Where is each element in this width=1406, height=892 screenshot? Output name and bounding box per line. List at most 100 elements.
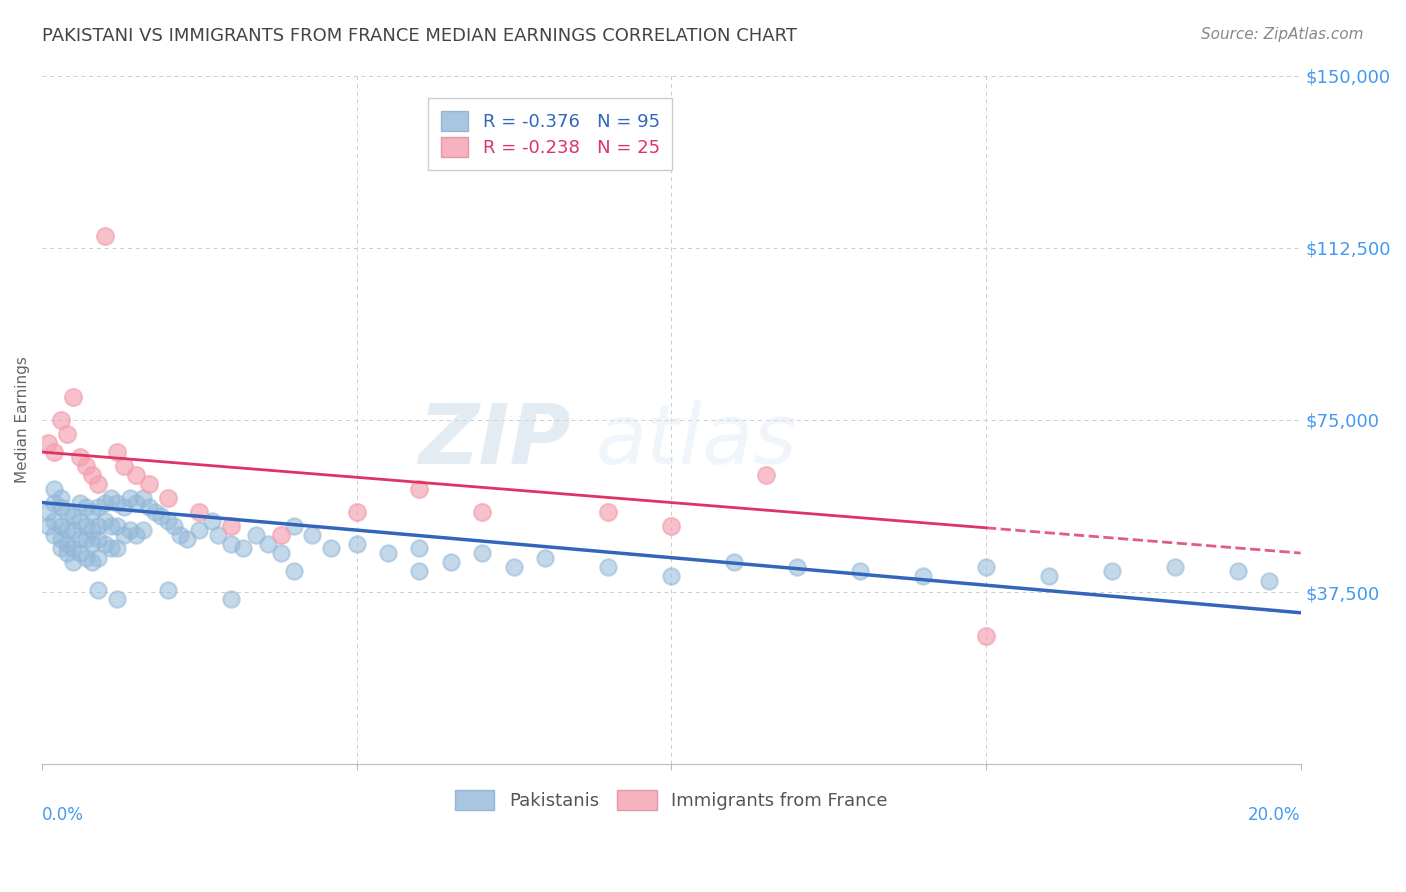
Point (49, 491, 72, 505)
Point (156, 491, 179, 505)
Point (257, 537, 280, 551)
Point (188, 505, 211, 519)
Point (125, 527, 148, 541)
Point (105, 495, 128, 509)
Point (849, 565, 872, 579)
Point (105, 591, 128, 606)
Point (44, 527, 66, 541)
Point (974, 559, 997, 574)
Point (201, 514, 224, 528)
Point (471, 505, 494, 519)
Point (1038, 569, 1060, 583)
Point (440, 555, 463, 569)
Point (87, 582, 110, 597)
Point (131, 523, 153, 537)
Point (232, 541, 254, 556)
Point (87, 533, 110, 547)
Point (82, 505, 104, 519)
Point (94, 514, 117, 528)
Point (49, 500, 72, 515)
Point (270, 527, 292, 541)
Point (87, 500, 110, 515)
Point (346, 505, 368, 519)
Point (598, 559, 620, 574)
Point (755, 468, 778, 483)
Point (112, 458, 135, 473)
Point (150, 509, 173, 524)
Point (112, 527, 135, 541)
Point (125, 468, 148, 483)
Point (471, 546, 494, 560)
Point (49, 518, 72, 533)
Point (283, 518, 305, 533)
Point (87, 550, 110, 565)
Point (219, 591, 242, 606)
Point (974, 629, 997, 643)
Point (105, 541, 128, 556)
Point (62, 555, 84, 569)
Text: Source: ZipAtlas.com: Source: ZipAtlas.com (1201, 27, 1364, 42)
Point (598, 505, 620, 519)
Point (219, 518, 242, 533)
Point (44, 514, 66, 528)
Point (62, 509, 84, 524)
Point (502, 559, 524, 574)
Point (346, 537, 368, 551)
Point (37, 518, 59, 533)
Point (75, 533, 97, 547)
Point (75, 518, 97, 533)
Point (49, 413, 72, 427)
Point (118, 491, 141, 505)
Point (377, 546, 399, 560)
Point (156, 582, 179, 597)
Point (188, 523, 211, 537)
Legend: Pakistanis, Immigrants from France: Pakistanis, Immigrants from France (447, 783, 896, 817)
Point (69, 514, 91, 528)
Point (143, 505, 166, 519)
Point (69, 546, 91, 560)
Point (659, 569, 682, 583)
Point (37, 435, 59, 450)
Point (82, 537, 104, 551)
Point (56, 505, 79, 519)
Text: ZIP: ZIP (418, 400, 571, 481)
Point (270, 546, 292, 560)
Point (408, 565, 430, 579)
Point (1226, 565, 1249, 579)
Point (163, 518, 186, 533)
Point (56, 426, 79, 441)
Point (245, 527, 267, 541)
Point (786, 559, 808, 574)
Point (69, 533, 91, 547)
Point (534, 550, 557, 565)
Point (94, 229, 117, 244)
Point (49, 541, 72, 556)
Point (1164, 559, 1187, 574)
Point (125, 495, 148, 509)
Y-axis label: Median Earnings: Median Earnings (15, 357, 30, 483)
Point (87, 518, 110, 533)
Point (408, 541, 430, 556)
Point (1258, 574, 1281, 588)
Point (87, 477, 110, 491)
Point (82, 523, 104, 537)
Point (75, 458, 97, 473)
Point (100, 541, 122, 556)
Point (723, 555, 745, 569)
Point (659, 518, 682, 533)
Point (69, 450, 91, 464)
Point (56, 546, 79, 560)
Point (105, 445, 128, 459)
Point (75, 500, 97, 515)
Text: atlas: atlas (596, 400, 797, 481)
Point (138, 500, 160, 515)
Point (131, 491, 153, 505)
Point (138, 477, 160, 491)
Point (207, 527, 229, 541)
Point (156, 514, 179, 528)
Point (75, 550, 97, 565)
Point (82, 468, 104, 483)
Point (118, 523, 141, 537)
Point (100, 518, 122, 533)
Point (105, 518, 128, 533)
